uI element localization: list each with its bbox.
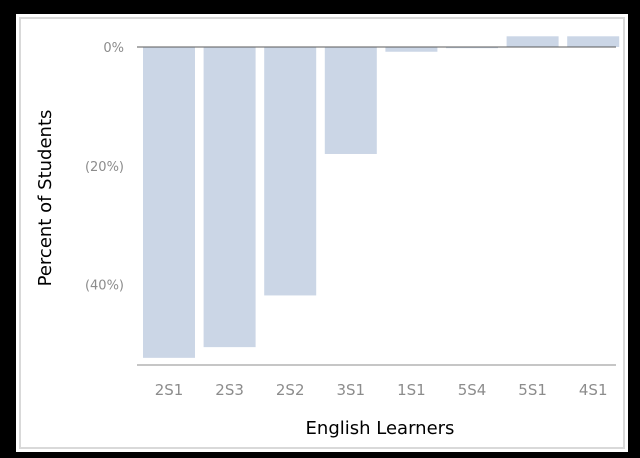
y-axis-title: Percent of Students <box>35 110 56 287</box>
bar-5S4 <box>446 47 498 49</box>
y-tick-label: (20%) <box>85 160 124 175</box>
bar-2S2 <box>264 47 317 296</box>
x-tick-label: 2S2 <box>276 381 305 399</box>
bar-5S1 <box>506 36 559 47</box>
x-tick-label: 4S1 <box>579 381 608 399</box>
x-tick-label: 1S1 <box>397 381 426 399</box>
x-axis-title: English Learners <box>306 418 455 439</box>
bar-4S1 <box>567 36 620 47</box>
x-tick-label: 2S3 <box>215 381 244 399</box>
bar-2S1 <box>143 47 195 358</box>
y-tick-label: 0% <box>103 41 124 56</box>
x-tick-label: 5S1 <box>518 381 547 399</box>
bar-2S3 <box>203 47 256 348</box>
bar-1S1 <box>385 47 438 52</box>
x-tick-labels: 2S1 2S3 2S2 3S1 1S1 5S4 5S1 4S1 <box>155 381 608 399</box>
bars-group <box>143 36 620 358</box>
bar-3S1 <box>324 47 377 154</box>
y-tick-labels: 0% (20%) (40%) <box>85 41 124 294</box>
y-tick-label: (40%) <box>85 279 124 294</box>
chart-panel <box>16 14 628 452</box>
x-tick-label: 2S1 <box>155 381 184 399</box>
x-tick-label: 3S1 <box>336 381 365 399</box>
x-tick-label: 5S4 <box>458 381 487 399</box>
